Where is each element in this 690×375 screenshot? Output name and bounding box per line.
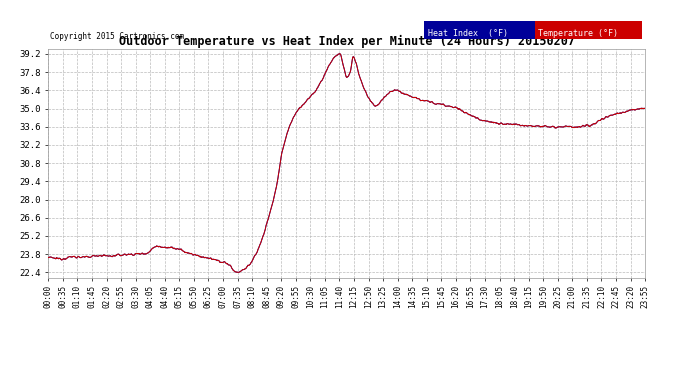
- Text: Copyright 2015 Cartronics.com: Copyright 2015 Cartronics.com: [50, 32, 184, 41]
- Title: Outdoor Temperature vs Heat Index per Minute (24 Hours) 20150207: Outdoor Temperature vs Heat Index per Mi…: [119, 34, 575, 48]
- Text: Temperature (°F): Temperature (°F): [538, 29, 618, 38]
- Text: Heat Index  (°F): Heat Index (°F): [428, 29, 508, 38]
